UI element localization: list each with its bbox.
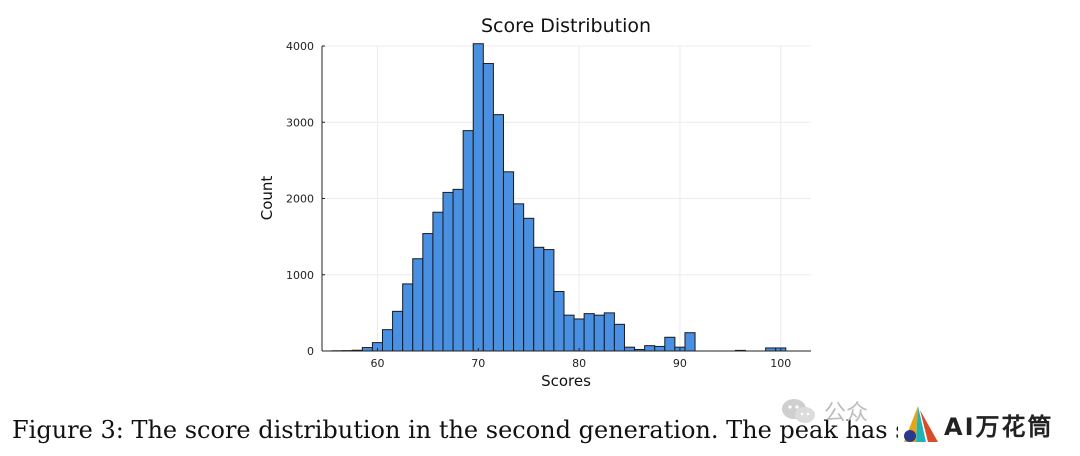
y-tick-label: 4000 <box>286 40 314 53</box>
watermark-text: 公众 <box>824 401 869 426</box>
x-tick-label: 100 <box>770 357 791 370</box>
wechat-icon <box>782 399 815 423</box>
y-tick-label: 2000 <box>286 193 314 206</box>
y-tick-label: 1000 <box>286 269 314 282</box>
histogram-bars <box>331 43 787 352</box>
histogram-bar <box>684 332 696 352</box>
histogram-bar <box>613 323 625 352</box>
histogram-bar <box>361 347 373 352</box>
x-tick-label: 70 <box>471 357 485 370</box>
histogram-bar <box>523 217 535 352</box>
histogram-bar <box>573 318 585 352</box>
y-tick-label: 0 <box>307 345 314 358</box>
histogram-bar <box>432 211 444 352</box>
x-tick-label: 60 <box>370 357 384 370</box>
histogram-bar <box>452 188 464 352</box>
histogram-bar <box>482 63 494 352</box>
y-tick-label: 3000 <box>286 116 314 129</box>
logo-text: AI万花筒 <box>944 412 1054 441</box>
histogram-bar <box>654 345 666 352</box>
histogram-bar <box>644 345 656 352</box>
histogram-bar <box>603 312 615 352</box>
x-tick-label: 80 <box>572 357 586 370</box>
histogram-bar <box>553 291 565 352</box>
histogram-bar <box>422 233 434 352</box>
histogram-bar <box>563 314 575 352</box>
x-tick-label: 90 <box>673 357 687 370</box>
y-axis-label: Count <box>258 176 276 221</box>
histogram-bar <box>412 258 424 352</box>
histogram-bar <box>533 246 545 352</box>
x-axis-label: Scores <box>541 372 591 390</box>
histogram-bar <box>623 346 636 352</box>
chart-title: Score Distribution <box>481 15 651 37</box>
histogram-bar <box>462 130 474 352</box>
kaleidoscope-logo-icon <box>904 406 938 442</box>
histogram-bar <box>492 114 504 352</box>
histogram-bar <box>664 336 676 352</box>
histogram-bar <box>513 203 525 352</box>
wechat-watermark: 公众 <box>780 395 868 427</box>
histogram-bar <box>472 43 484 352</box>
histogram-bar <box>593 314 605 352</box>
histogram-bar <box>543 249 555 352</box>
chart-grid <box>322 45 811 352</box>
histogram-bar <box>502 171 515 352</box>
histogram-bar <box>392 310 404 352</box>
histogram-bar <box>402 283 414 352</box>
brand-logo: AI万花筒 <box>898 400 1068 448</box>
histogram-bar <box>381 329 394 352</box>
histogram-bar <box>583 313 595 352</box>
histogram-bar <box>442 191 454 352</box>
